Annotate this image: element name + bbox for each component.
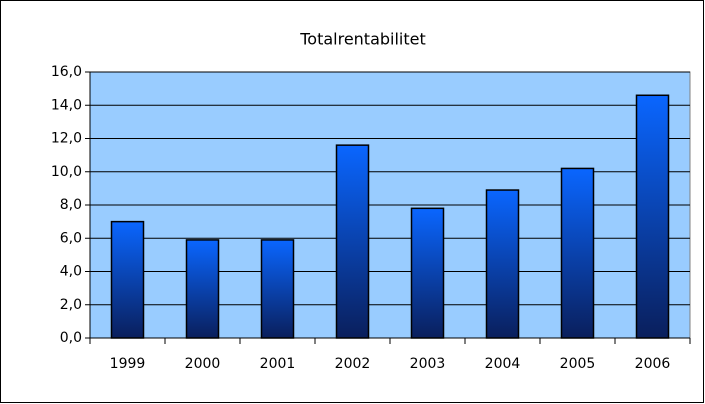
- x-tick-label: 2000: [185, 356, 221, 372]
- bar: [335, 144, 370, 339]
- x-tick-label: 1999: [110, 356, 146, 372]
- x-tick-label: 2005: [560, 356, 596, 372]
- y-tick-label: 16,0: [51, 64, 82, 80]
- y-tick-label: 12,0: [51, 131, 82, 147]
- y-tick-label: 8,0: [60, 197, 82, 213]
- y-tick-label: 4,0: [60, 264, 82, 280]
- y-tick-label: 2,0: [60, 297, 82, 313]
- bar: [485, 189, 520, 339]
- bar: [110, 220, 145, 339]
- bar: [635, 94, 670, 339]
- x-tick-label: 2006: [635, 356, 671, 372]
- bar: [560, 167, 595, 339]
- y-tick-label: 0,0: [60, 330, 82, 346]
- y-tick-label: 10,0: [51, 164, 82, 180]
- y-tick-label: 6,0: [60, 230, 82, 246]
- bar: [410, 207, 445, 339]
- bar: [260, 239, 295, 339]
- x-tick-label: 2003: [410, 356, 446, 372]
- y-tick-label: 14,0: [51, 97, 82, 113]
- x-tick-label: 2002: [335, 356, 371, 372]
- chart-title: Totalrentabilitet: [299, 30, 426, 49]
- bar: [185, 239, 220, 339]
- x-tick-label: 2004: [485, 356, 521, 372]
- x-tick-label: 2001: [260, 356, 296, 372]
